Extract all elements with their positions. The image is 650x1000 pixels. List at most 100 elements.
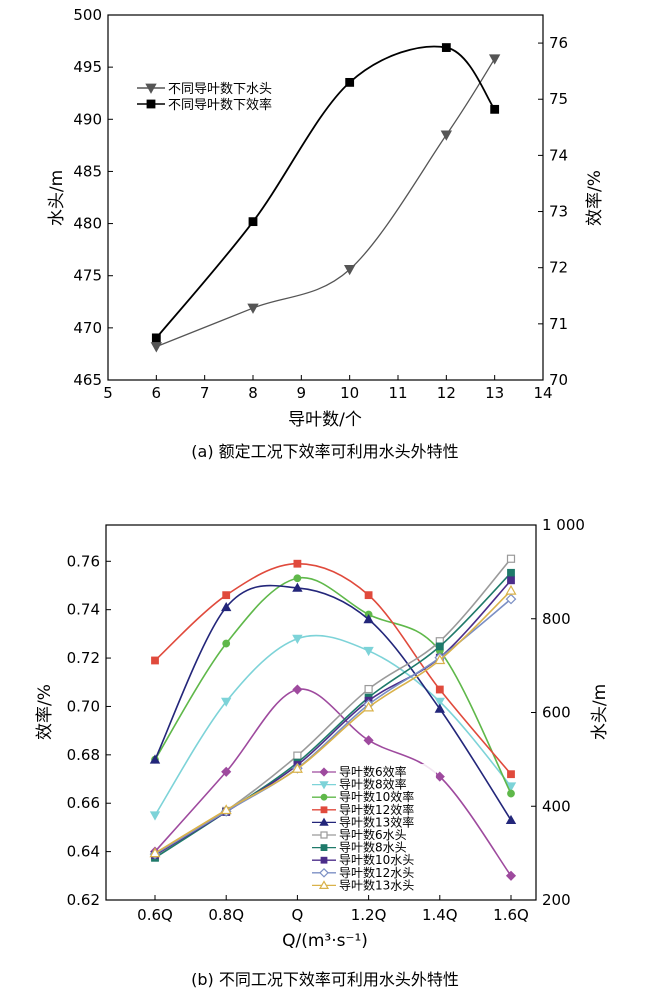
legend-marker	[320, 844, 328, 851]
data-point	[220, 804, 232, 815]
data-point	[345, 77, 355, 87]
x-tick-label: 1.4Q	[422, 906, 458, 924]
data-point	[490, 104, 500, 114]
legend-marker	[318, 880, 330, 890]
legend-label: 导叶数8水头	[339, 840, 407, 855]
x-tick-label: 6	[152, 384, 162, 402]
data-point	[440, 130, 453, 141]
x-tick-label: Q	[291, 906, 303, 924]
chart-a-x-axis-label: 导叶数/个	[288, 410, 362, 430]
data-point	[363, 614, 374, 624]
chart-b-series	[149, 554, 517, 881]
chart-a: 5 6 7 8 9 10 11 12 13 14 465 470 475 480 485 490 495 500 7…	[47, 6, 605, 461]
data-point	[434, 697, 445, 707]
data-point	[434, 654, 446, 665]
data-point	[435, 642, 444, 651]
data-point	[507, 789, 515, 798]
y-tick-label: 0.72	[67, 649, 100, 667]
data-point	[488, 54, 501, 65]
x-tick-label: 13	[485, 384, 504, 402]
x-tick-label: 11	[388, 384, 407, 402]
x-tick-label: 5	[103, 384, 113, 402]
chart-b-x-axis-label: Q/(m³·s⁻¹)	[282, 931, 368, 951]
data-point	[505, 593, 517, 605]
series-line	[154, 590, 512, 854]
series-line	[154, 576, 512, 794]
data-point	[248, 217, 258, 227]
legend-label: 不同导叶数下水头	[168, 82, 272, 97]
data-point	[507, 568, 515, 577]
y-tick-label: 490	[73, 110, 102, 128]
series-line	[154, 562, 512, 775]
y2-tick-label: 76	[549, 34, 568, 52]
y-tick-label: 485	[73, 162, 102, 180]
legend-label: 导叶数13水头	[339, 877, 414, 892]
y-tick-label: 495	[73, 58, 102, 76]
legend-marker	[319, 781, 329, 790]
x-tick-label: 7	[200, 384, 210, 402]
legend-marker	[319, 817, 329, 826]
y-tick-label: 0.66	[67, 794, 100, 812]
y2-tick-label: 70	[549, 371, 568, 389]
data-point	[505, 870, 517, 881]
data-point	[292, 634, 303, 645]
x-tick-label: 0.6Q	[137, 906, 173, 924]
data-point	[434, 703, 445, 713]
data-point	[435, 685, 444, 694]
legend-marker	[319, 767, 329, 777]
data-point	[149, 847, 161, 858]
data-point	[441, 43, 451, 52]
y-tick-label: 0.76	[67, 552, 100, 570]
data-point	[151, 333, 161, 343]
x-tick-label: 1.2Q	[351, 906, 387, 924]
data-point	[149, 811, 161, 821]
x-tick-label: 9	[297, 384, 307, 402]
legend-label: 导叶数8效率	[339, 777, 407, 792]
chart-a-plot-frame	[107, 14, 544, 381]
y-tick-label: 0.62	[67, 891, 100, 909]
legend-marker	[320, 793, 328, 801]
data-point	[364, 591, 373, 600]
data-point	[507, 576, 515, 585]
data-point	[221, 601, 232, 612]
y2-tick-label: 75	[549, 90, 568, 108]
y2-tick-label: 200	[542, 891, 571, 909]
y-tick-label: 0.64	[67, 843, 100, 861]
data-point	[363, 701, 375, 712]
data-point	[221, 766, 232, 777]
data-point	[222, 639, 231, 648]
data-point	[505, 782, 517, 792]
data-point	[343, 265, 356, 276]
y2-tick-label: 74	[549, 146, 568, 164]
data-point	[363, 646, 374, 657]
legend-label: 导叶数12效率	[339, 802, 414, 817]
y-tick-label: 470	[73, 319, 102, 337]
chart-b-legend: 导叶数6效率导叶数8效率导叶数10效率导叶数12效率导叶数13效率导叶数6水头导…	[308, 764, 436, 894]
data-point	[293, 559, 302, 568]
data-point	[293, 574, 302, 583]
chart-a-y2-axis-label: 效率/%	[585, 170, 605, 226]
x-tick-label: 0.8Q	[208, 906, 244, 924]
chart-a-series	[150, 43, 501, 353]
chart-b-y2-axis-label: 水头/m	[590, 684, 610, 740]
x-tick-label: 8	[248, 384, 258, 402]
data-point	[505, 584, 517, 595]
chart-b-y-axis-label: 效率/%	[35, 684, 55, 740]
chart-b: 0.6Q 0.8Q Q 1.2Q 1.4Q 1.6Q 0.62 0.64 0.66 0.68 0.7…	[35, 516, 610, 989]
legend-label: 导叶数10水头	[339, 852, 414, 867]
data-point	[149, 754, 161, 764]
data-point	[222, 591, 231, 600]
data-point	[505, 814, 517, 825]
data-point	[507, 770, 515, 779]
legend-label: 导叶数12水头	[339, 865, 414, 880]
data-point	[291, 763, 303, 773]
legend-marker	[320, 806, 328, 814]
y2-tick-label: 800	[542, 610, 571, 628]
y-tick-label: 480	[73, 215, 102, 233]
series-line	[154, 634, 512, 816]
y-tick-label: 475	[73, 267, 102, 285]
legend-label: 导叶数13效率	[339, 814, 414, 829]
data-point	[292, 684, 303, 695]
